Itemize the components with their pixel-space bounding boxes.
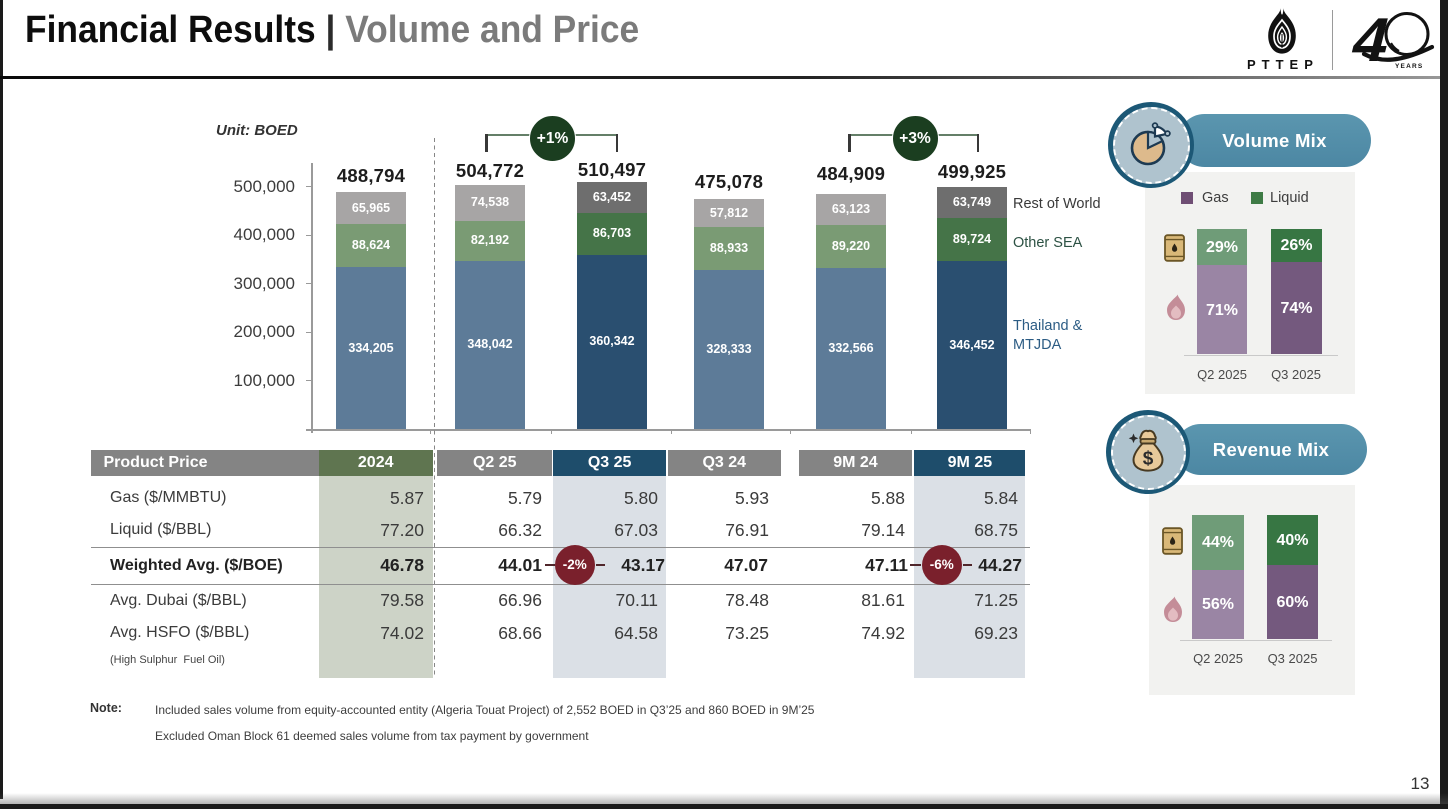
svg-text:4: 4 (1345, 6, 1397, 74)
svg-text:$: $ (1143, 449, 1154, 470)
svg-text:YEARS: YEARS (1395, 63, 1423, 70)
